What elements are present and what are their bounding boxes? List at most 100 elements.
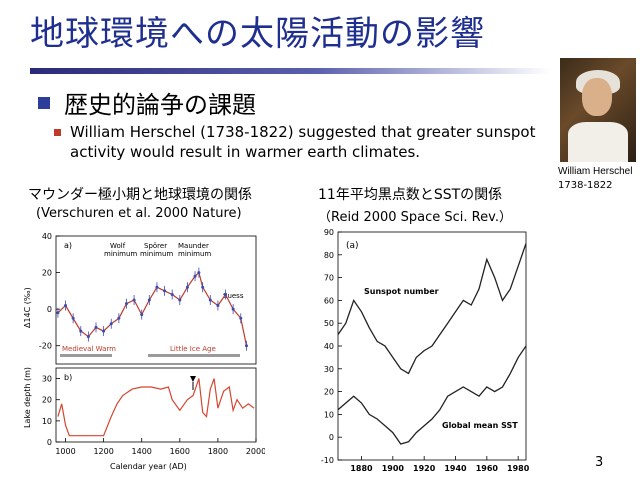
delta14c-point <box>163 289 167 293</box>
panel-a-ytick-label: 40 <box>42 232 52 241</box>
delta14c-point <box>239 316 243 320</box>
sunspot-series-label: Sunspot number <box>364 287 439 296</box>
delta14c-point <box>94 325 98 329</box>
delta14c-point <box>231 307 235 311</box>
delta14c-point <box>201 285 205 289</box>
little-ice-age-bar <box>148 354 240 357</box>
delta14c-point <box>193 274 197 278</box>
slide-title: 地球環境への太陽活動の影響 <box>30 14 485 54</box>
right-xtick-label: 1900 <box>382 464 405 473</box>
right-ytick-label: 10 <box>324 410 334 419</box>
delta14c-point <box>132 298 136 302</box>
left-figure: -20 0 20 40 0 10 20 30 1000 1200 1400 1600 1800 200… <box>23 232 265 471</box>
wolf-minimum-label: minimum <box>104 250 137 258</box>
portrait-face <box>582 78 612 116</box>
delta14c-point <box>197 271 201 275</box>
calendar-year-tick-label: 1800 <box>208 447 228 456</box>
maunder-minimum-label: minimum <box>178 250 211 258</box>
bullet-square-icon <box>38 97 50 109</box>
suess-label: Suess <box>223 292 244 300</box>
delta14c-point <box>147 298 151 302</box>
delta14c-point <box>64 303 68 307</box>
right-ytick-label: 70 <box>324 274 334 283</box>
bullet-level1-text: 歴史的論争の課題 <box>64 91 256 119</box>
panel-a-ytick-label: 0 <box>47 305 52 314</box>
panel-b-frame <box>55 367 257 443</box>
left-figure-caption: マウンダー極小期と地球環境の関係 <box>28 187 252 203</box>
bullet-small-square-icon <box>54 129 61 136</box>
lake-depth-axis-label: Lake depth (m) <box>23 367 32 428</box>
delta14c-axis-label: Δ14C (‰) <box>23 287 32 328</box>
calendar-year-axis-label: Calendar year (AD) <box>110 462 187 471</box>
sunspot-number-line <box>337 243 527 375</box>
lake-depth-series-line <box>57 378 255 437</box>
bullet-level2-text: William Herschel (1738-1822) suggested t… <box>70 123 536 161</box>
medieval-warm-bar <box>60 354 112 357</box>
delta14c-point <box>185 285 189 289</box>
right-ytick-label: -10 <box>321 456 334 465</box>
portrait-name: William Herschel <box>558 166 633 177</box>
delta14c-point <box>178 298 182 302</box>
portrait-clothing <box>568 122 628 162</box>
bullet-level1: 歴史的論争の課題 <box>38 85 256 120</box>
wolf-label: Wolf <box>110 242 126 250</box>
delta14c-point <box>224 293 228 297</box>
maunder-arrow-icon <box>190 376 196 382</box>
right-ytick-label: 40 <box>324 342 334 351</box>
sporer-minimum-label: minimum <box>140 250 173 258</box>
right-xtick-label: 1960 <box>476 464 499 473</box>
delta14c-point <box>79 329 83 333</box>
calendar-year-tick-label: 2000 <box>246 447 265 456</box>
global-mean-sst-line <box>337 345 527 445</box>
delta14c-point <box>71 316 75 320</box>
panel-b-ytick-label: 30 <box>42 375 52 384</box>
little-ice-age-label: Little Ice Age <box>170 345 216 353</box>
delta14c-point <box>124 302 128 306</box>
right-ytick-label: 90 <box>324 228 334 237</box>
right-xtick-label: 1880 <box>350 464 373 473</box>
right-ytick-label: 80 <box>324 251 334 260</box>
right-ytick-label: 50 <box>324 319 334 328</box>
delta14c-point <box>208 298 212 302</box>
delta14c-point <box>86 335 90 339</box>
delta14c-point <box>56 311 60 315</box>
panel-b-label: b) <box>64 373 72 382</box>
panel-b-ytick-label: 10 <box>42 417 52 426</box>
page-number: 3 <box>595 455 604 470</box>
delta14c-point <box>140 313 144 317</box>
portrait-image <box>560 58 636 162</box>
sporer-label: Spörer <box>144 242 167 250</box>
delta14c-point <box>244 344 248 348</box>
panel-a-ytick-label: -20 <box>39 342 52 351</box>
calendar-year-tick-label: 1400 <box>132 447 152 456</box>
calendar-year-tick-label: 1000 <box>55 447 75 456</box>
maunder-label: Maunder <box>178 242 209 250</box>
right-xtick-label: 1940 <box>444 464 467 473</box>
right-xtick-label: 1980 <box>507 464 530 473</box>
sst-series-label: Global mean SST <box>442 421 518 430</box>
delta14c-point <box>117 316 121 320</box>
calendar-year-tick-label: 1600 <box>170 447 190 456</box>
right-panel-label: (a) <box>346 241 359 251</box>
right-ytick-label: 20 <box>324 388 334 397</box>
panel-a-frame <box>55 235 257 365</box>
calendar-year-tick-label: 1200 <box>93 447 113 456</box>
delta14c-point <box>155 285 159 289</box>
medieval-warm-label: Medieval Warm <box>62 345 116 353</box>
right-figure: -10 0 10 20 30 40 50 60 70 80 90 1880 1900 1920 1940 1… <box>321 228 530 473</box>
left-figure-source: (Verschuren et al. 2000 Nature) <box>36 206 242 221</box>
portrait-years: 1738-1822 <box>558 180 613 191</box>
right-ytick-label: 60 <box>324 296 334 305</box>
title-underline <box>30 68 550 74</box>
right-figure-source: （Reid 2000 Space Sci. Rev.） <box>318 210 512 225</box>
panel-b-ytick-label: 20 <box>42 396 52 405</box>
panel-a-ytick-label: 20 <box>42 269 52 278</box>
right-xtick-label: 1920 <box>413 464 436 473</box>
delta14c-point <box>216 303 220 307</box>
delta14c-point <box>170 293 174 297</box>
delta14c-point <box>102 329 106 333</box>
right-figure-caption: 11年平均黒点数とSSTの関係 <box>318 187 503 203</box>
panel-b-ytick-label: 0 <box>47 438 52 447</box>
right-ytick-label: 0 <box>329 433 334 442</box>
right-ytick-label: 30 <box>324 365 334 374</box>
